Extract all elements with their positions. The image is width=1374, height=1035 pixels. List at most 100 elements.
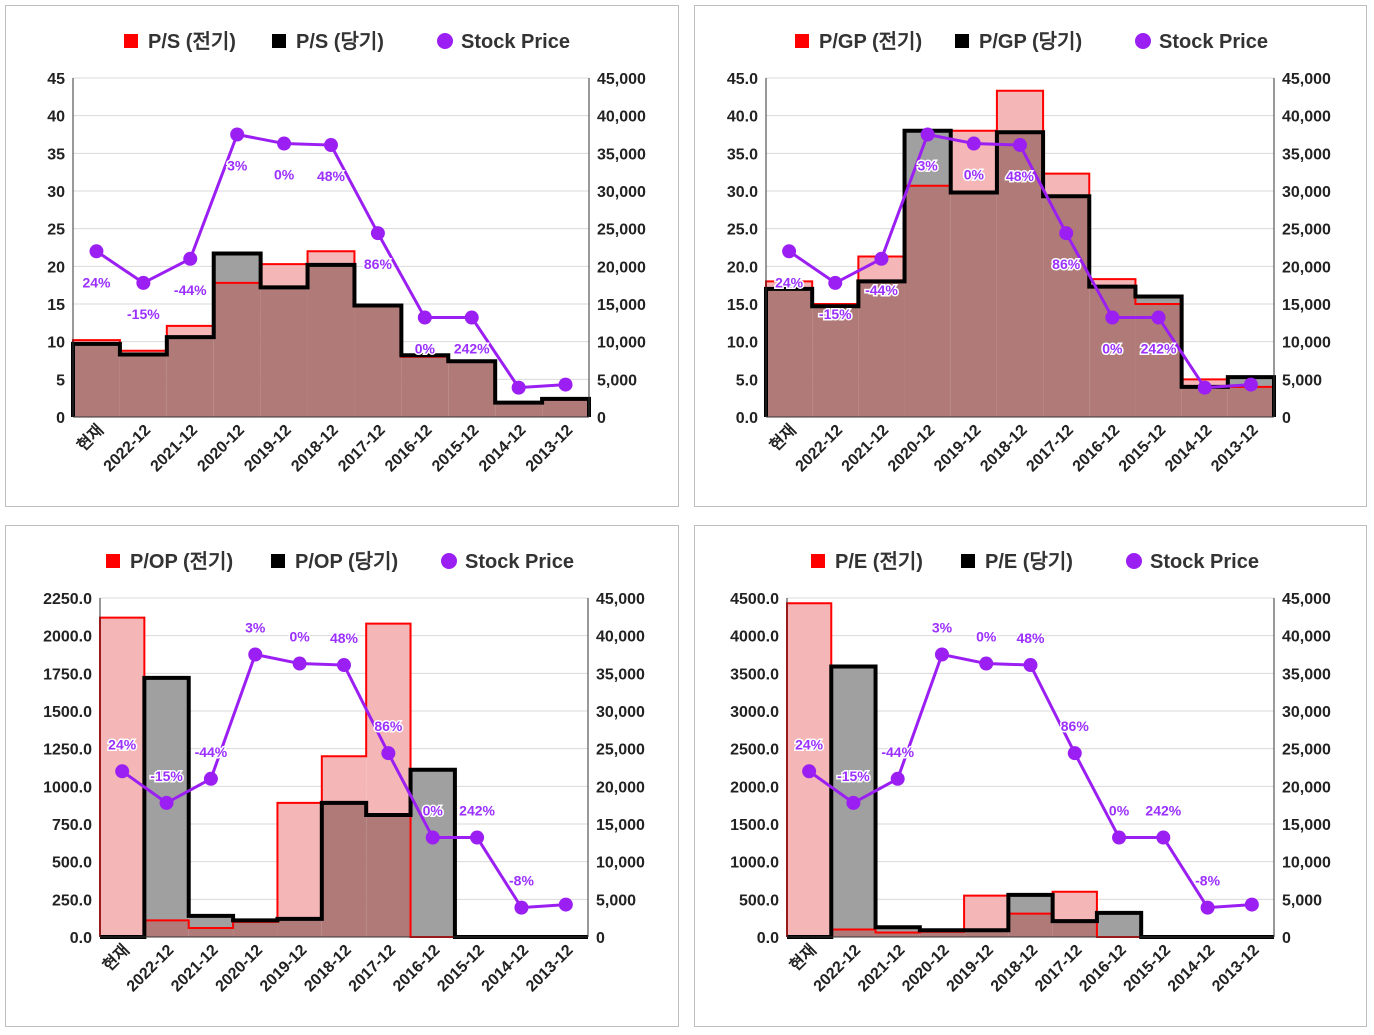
y-left-tick-label: 40.0 <box>727 109 758 126</box>
pct-change-label: -8% <box>509 873 534 889</box>
price-point <box>558 377 573 392</box>
y-left-tick-label: 25 <box>47 222 65 239</box>
y-left-tick-label: 40 <box>47 109 65 126</box>
bar-prev <box>996 90 1044 133</box>
pct-change-label: 48% <box>1006 168 1035 184</box>
x-tick-label: 현재 <box>99 940 133 974</box>
bars <box>100 617 455 937</box>
price-point <box>203 771 218 786</box>
x-tick-label: 2018-12 <box>301 942 355 996</box>
price-point <box>890 771 905 786</box>
bar-curr <box>1135 296 1182 304</box>
y-right-tick-label: 40,000 <box>597 109 646 126</box>
pct-change-label: -44% <box>865 282 898 298</box>
price-point <box>558 897 573 912</box>
price-point <box>136 275 151 290</box>
pct-change-label: -44% <box>174 282 207 298</box>
x-tick-label: 2014-12 <box>1165 942 1219 996</box>
pct-change-label: 242% <box>1141 341 1177 357</box>
legend: P/E (전기) P/E (당기) Stock Price <box>811 550 1259 573</box>
legend-label: P/E (당기) <box>985 550 1073 573</box>
pct-change-label: -15% <box>150 768 183 784</box>
chart-panel-ps: P/S (전기) P/S (당기) Stock Price 0 0 5 5,000 10 10,… <box>5 5 679 507</box>
pct-change-label: -15% <box>837 768 870 784</box>
bar-prev <box>166 325 214 338</box>
legend-label: P/GP (당기) <box>979 30 1082 53</box>
y-right-tick-label: 20,000 <box>1282 259 1331 276</box>
y-left-tick-label: 45 <box>47 71 65 88</box>
legend-swatch-price <box>437 33 453 49</box>
pct-change-label: 24% <box>775 274 804 290</box>
price-point <box>1067 746 1082 761</box>
y-right-tick-label: 5,000 <box>1282 372 1322 389</box>
y-left-tick-label: 15.0 <box>727 297 758 314</box>
x-tick-label: 2017-12 <box>1032 942 1086 996</box>
y-left-tick-label: 30.0 <box>727 184 758 201</box>
y-right-tick-label: 40,000 <box>1282 109 1331 126</box>
y-right-tick-label: 40,000 <box>596 629 645 646</box>
y-left-tick-label: 2000.0 <box>43 629 92 646</box>
y-right-tick-label: 20,000 <box>597 259 646 276</box>
pct-change-label: 24% <box>108 736 137 752</box>
y-left-tick-label: 3000.0 <box>730 704 779 721</box>
chart-panel-pgp: P/GP (전기) P/GP (당기) Stock Price 0.0 0 5.0 5,00… <box>694 5 1367 507</box>
pct-change-label: 242% <box>1145 803 1181 819</box>
price-point <box>979 656 994 671</box>
x-tick-label: 2020-12 <box>213 942 267 996</box>
y-left-tick-label: 750.0 <box>52 817 92 834</box>
bar-overlap <box>213 282 261 417</box>
bars <box>73 251 589 417</box>
pct-change-label: 0% <box>423 803 444 819</box>
bar-prev <box>321 756 367 803</box>
bar-overlap <box>277 918 322 937</box>
y-right-tick-label: 10,000 <box>1282 335 1331 352</box>
x-tick-label: 2019-12 <box>931 422 985 476</box>
y-left-tick-label: 2250.0 <box>43 591 92 608</box>
bar-curr <box>875 927 920 933</box>
y-right-tick-label: 20,000 <box>1282 779 1331 796</box>
x-tick-label: 2016-12 <box>1070 422 1124 476</box>
price-point <box>381 746 396 761</box>
pct-change-label: 3% <box>227 158 248 174</box>
y-right-tick-label: 10,000 <box>597 335 646 352</box>
y-right-tick-label: 25,000 <box>597 222 646 239</box>
pct-change-label: 242% <box>454 341 490 357</box>
x-tick-label: 2016-12 <box>1076 942 1130 996</box>
pct-change-label: -44% <box>881 744 914 760</box>
y-right-tick-label: 0 <box>596 930 605 947</box>
y-left-tick-label: 30 <box>47 184 65 201</box>
y-left-tick-label: 3500.0 <box>730 666 779 683</box>
pct-change-label: 86% <box>1061 718 1090 734</box>
bar-overlap <box>401 356 449 417</box>
price-point <box>966 136 981 151</box>
pct-change-label: 48% <box>330 630 359 646</box>
price-point <box>514 900 529 915</box>
y-right-tick-label: 15,000 <box>597 297 646 314</box>
x-tick-label: 2014-12 <box>1162 422 1216 476</box>
y-left-tick-label: 0.0 <box>736 410 758 427</box>
y-left-tick-label: 1500.0 <box>43 704 92 721</box>
x-tick-label: 2022-12 <box>793 422 847 476</box>
pct-change-label: 0% <box>290 629 311 645</box>
legend-swatch-price <box>1135 33 1151 49</box>
x-tick-label: 2013-12 <box>1208 422 1262 476</box>
y-right-tick-label: 30,000 <box>1282 184 1331 201</box>
price-point <box>1197 380 1212 395</box>
legend-swatch-prev <box>124 34 138 48</box>
y-right-tick-label: 45,000 <box>597 71 646 88</box>
y-left-tick-label: 0.0 <box>757 930 779 947</box>
price-point <box>1023 658 1038 673</box>
legend-label: Stock Price <box>1159 31 1268 53</box>
price-point <box>1200 900 1215 915</box>
y-left-tick-label: 10.0 <box>727 335 758 352</box>
bar-overlap <box>144 920 189 937</box>
y-right-tick-label: 20,000 <box>596 779 645 796</box>
price-point <box>802 764 817 779</box>
price-point <box>1243 377 1258 392</box>
bar-overlap <box>904 185 951 417</box>
legend: P/GP (전기) P/GP (당기) Stock Price <box>795 30 1268 53</box>
pct-change-label: 0% <box>274 167 295 183</box>
x-tick-label: 2020-12 <box>899 942 953 996</box>
pct-change-label: 24% <box>795 736 824 752</box>
y-left-tick-label: 20.0 <box>727 259 758 276</box>
